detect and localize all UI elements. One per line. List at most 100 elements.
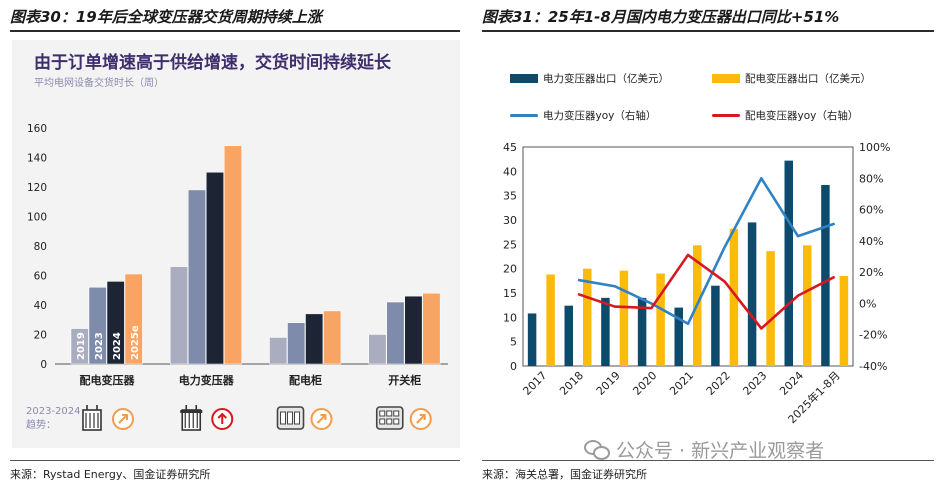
bar-power-export-2018 — [564, 305, 573, 366]
wechat-icon — [584, 439, 610, 460]
bar-电力变压器-2024 — [206, 172, 224, 365]
bar-配电柜-2019 — [269, 337, 288, 365]
right-x-tick-label: 2021 — [667, 369, 696, 398]
right-left-axis-tick: 25 — [503, 238, 517, 251]
icon-panel — [280, 411, 286, 425]
right-left-axis-tick: 30 — [503, 214, 517, 227]
trend-label-period: 2023-2024 — [26, 406, 81, 417]
left-chart-subtitle: 平均电网设备交货时长（周） — [34, 78, 164, 89]
right-right-axis-tick: 40% — [859, 235, 883, 248]
right-source-rule — [482, 460, 934, 461]
bar-power-export-2020 — [637, 297, 647, 366]
left-source: 来源：Rystad Energy、国金证券研究所 — [10, 468, 211, 481]
series-label-2023: 2023 — [94, 332, 105, 360]
left-y-tick-label: 60 — [34, 271, 47, 283]
bar-distribution-export-2017 — [546, 274, 555, 366]
left-chart-headline: 由于订单增速高于供给增速，交货时间持续延长 — [34, 53, 391, 73]
bar-distribution-export-2022 — [729, 228, 739, 366]
bar-distribution-export-2020 — [656, 273, 665, 366]
left-y-tick-label: 140 — [27, 153, 47, 165]
right-x-tick-label: 2022 — [704, 369, 733, 398]
arrow-shaft — [316, 414, 327, 424]
bar-配电变压器-2025e — [124, 273, 143, 365]
legend-distribution-yoy: 配电变压器yoy（右轴） — [712, 108, 858, 123]
right-right-axis-tick: 80% — [859, 172, 883, 185]
legend-power-export: 电力变压器出口（亿美元） — [510, 71, 669, 86]
left-y-tick-label: 0 — [40, 359, 47, 371]
right-right-axis-tick: 100% — [859, 141, 890, 154]
bar-power-export-2024 — [784, 160, 793, 366]
icon-panel — [393, 410, 400, 417]
left-figure-title: 图表30：19年后全球变压器交货周期持续上涨 — [10, 8, 322, 26]
icon-panel — [287, 411, 293, 425]
right-figure-title: 图表31：25年1-8月国内电力变压器出口同比+51% — [482, 8, 840, 26]
bar-distribution-export-2023 — [766, 251, 775, 366]
bar-power-export-2025年1-8月 — [821, 184, 830, 366]
legend-label-power-export: 电力变压器出口（亿美元） — [543, 73, 669, 85]
bar-开关柜-2025e — [422, 292, 441, 365]
right-left-axis-tick: 15 — [503, 287, 517, 300]
bar-distribution-export-2025年1-8月 — [839, 275, 849, 366]
up-right-arrow-icon — [112, 408, 134, 430]
right-left-axis-tick: 0 — [510, 360, 517, 373]
right-left-axis-tick: 5 — [510, 336, 517, 349]
bar-电力变压器-2025e — [224, 145, 242, 365]
bar-distribution-export-2024 — [803, 245, 812, 366]
bar-开关柜-2024 — [404, 295, 423, 365]
series-label-2024: 2024 — [112, 332, 123, 360]
icon-panel — [393, 418, 400, 425]
bar-开关柜-2019 — [368, 334, 387, 365]
right-left-axis-tick: 10 — [503, 311, 517, 324]
right-left-axis-tick: 35 — [503, 190, 517, 203]
left-y-tick-label: 120 — [27, 182, 47, 194]
icon-panel — [386, 410, 393, 417]
legend-power-yoy: 电力变压器yoy（右轴） — [510, 108, 656, 123]
up-right-arrow-icon — [409, 408, 432, 430]
bar-配电柜-2025e — [323, 310, 342, 365]
series-label-2025e: 2025e — [130, 325, 141, 360]
arrow-head — [419, 414, 426, 420]
bar-power-export-2023 — [747, 222, 757, 366]
right-right-axis-tick: -40% — [859, 360, 887, 373]
left-y-tick-label: 100 — [27, 212, 47, 224]
left-y-tick-label: 40 — [34, 300, 47, 312]
bar-power-export-2022 — [711, 285, 720, 366]
arrow-shaft — [118, 414, 128, 424]
left-category-label: 电力变压器 — [179, 373, 235, 387]
left-y-tick-label: 160 — [27, 123, 47, 135]
watermark: 公众号 · 新兴产业观察者 — [584, 436, 824, 463]
bar-配电柜-2023 — [287, 322, 306, 365]
arrow-head — [320, 414, 327, 420]
right-right-axis-tick: 60% — [859, 204, 883, 217]
left-y-tick-label: 20 — [34, 330, 47, 342]
arrow-shaft — [416, 414, 426, 424]
bar-电力变压器-2023 — [188, 189, 206, 365]
legend-swatch-distribution-export — [712, 74, 740, 83]
bar-power-export-2017 — [527, 313, 537, 366]
series-label-2019: 2019 — [76, 332, 87, 360]
icon-panel — [386, 418, 393, 425]
right-right-axis-tick: 0% — [859, 297, 876, 310]
bar-distribution-export-2018 — [583, 268, 592, 366]
right-source: 来源：海关总署，国金证券研究所 — [482, 468, 647, 481]
legend-distribution-export: 配电变压器出口（亿美元） — [712, 71, 871, 86]
bar-配电变压器-2023 — [88, 287, 107, 365]
left-y-tick-label: 80 — [34, 241, 47, 253]
bar-开关柜-2023 — [386, 301, 405, 365]
left-title-rule — [10, 30, 460, 32]
up-arrow-icon — [211, 408, 234, 430]
switch-cabinet-icon — [375, 406, 404, 430]
right-x-tick-label: 2024 — [777, 369, 806, 398]
legend-label-distribution-export: 配电变压器出口（亿美元） — [745, 73, 871, 85]
transformer-icon — [82, 405, 102, 431]
legend-label-distribution-yoy: 配电变压器yoy（右轴） — [745, 110, 859, 122]
bar-配电变压器-2019 — [70, 328, 89, 365]
bar-电力变压器-2019 — [170, 266, 188, 365]
right-x-tick-label: 2018 — [557, 369, 586, 398]
up-right-arrow-icon — [310, 408, 333, 430]
icon-cap — [180, 410, 203, 413]
arrow-head — [217, 412, 227, 419]
right-left-axis-tick: 20 — [503, 263, 517, 276]
bar-配电变压器-2024 — [106, 281, 125, 365]
